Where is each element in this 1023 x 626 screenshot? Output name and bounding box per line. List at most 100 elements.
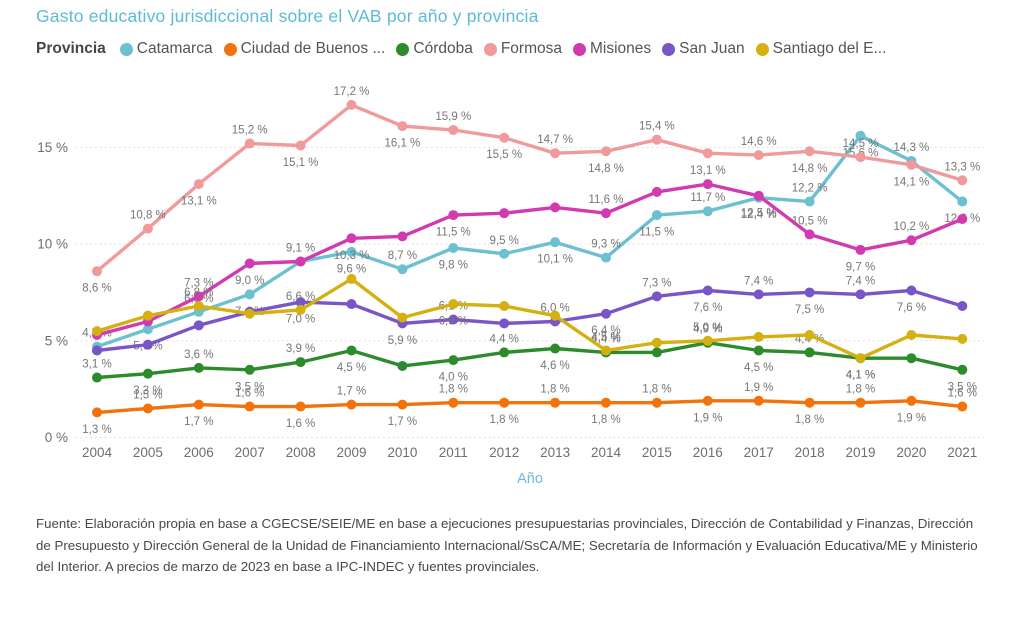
series-ciudad-de-buenos[interactable]: 1,3 % 1,5 % 1,7 % 1,6 % 1,6 % 1,7 % 1,7 % 1,8 %… — [82, 382, 977, 436]
data-point[interactable] — [651, 397, 662, 408]
data-point[interactable] — [346, 299, 357, 310]
data-point[interactable] — [499, 397, 510, 408]
series-line[interactable] — [95, 134, 964, 349]
data-point[interactable] — [142, 403, 153, 414]
series-line[interactable] — [95, 399, 964, 415]
series-line[interactable] — [95, 341, 964, 380]
data-point[interactable] — [397, 312, 408, 323]
data-point[interactable] — [448, 210, 459, 221]
data-point[interactable] — [855, 244, 866, 255]
data-point[interactable] — [906, 235, 917, 246]
data-point[interactable] — [601, 208, 611, 219]
data-point[interactable] — [193, 291, 204, 302]
data-point[interactable] — [550, 343, 561, 354]
data-point[interactable] — [295, 256, 306, 267]
legend-item-ciudad-de-buenos[interactable]: Ciudad de Buenos ... — [223, 40, 385, 58]
series-line[interactable] — [95, 182, 964, 337]
data-point[interactable] — [906, 159, 917, 170]
data-point[interactable] — [397, 360, 408, 371]
data-point[interactable] — [499, 318, 510, 329]
data-point[interactable] — [193, 399, 204, 410]
series-catamarca[interactable]: 4,7 %5,6 %6,5 %7,4 %9,1 %9,6 %8,7 %9,8 %… — [82, 130, 980, 353]
data-point[interactable] — [397, 399, 408, 410]
data-point[interactable] — [92, 345, 102, 356]
data-point[interactable] — [957, 213, 968, 224]
legend-item-misiones[interactable]: Misiones — [573, 40, 651, 58]
data-point[interactable] — [550, 148, 561, 159]
data-point[interactable] — [448, 397, 459, 408]
data-point[interactable] — [142, 368, 153, 379]
data-point[interactable] — [550, 237, 561, 248]
data-point[interactable] — [753, 190, 764, 201]
series-line[interactable] — [95, 103, 964, 273]
data-point[interactable] — [142, 310, 153, 321]
series-santiago-del-e[interactable]: 6,8 % 6,6 % 6,9 % 4,5 % 5,0 % 4,1 % — [92, 273, 968, 382]
data-point[interactable] — [753, 345, 764, 356]
data-point[interactable] — [142, 324, 153, 335]
data-point[interactable] — [804, 196, 815, 207]
data-point[interactable] — [499, 347, 510, 358]
data-point[interactable] — [346, 99, 357, 110]
data-point[interactable] — [906, 353, 917, 364]
data-point[interactable] — [499, 248, 510, 259]
data-point[interactable] — [499, 300, 510, 311]
data-point[interactable] — [855, 353, 866, 364]
data-point[interactable] — [804, 229, 815, 240]
data-point[interactable] — [906, 329, 917, 340]
data-point[interactable] — [753, 289, 764, 300]
data-point[interactable] — [92, 266, 102, 277]
data-point[interactable] — [753, 395, 764, 406]
data-point[interactable] — [804, 329, 815, 340]
data-point[interactable] — [142, 223, 153, 234]
data-point[interactable] — [346, 246, 357, 257]
data-point[interactable] — [448, 124, 459, 135]
data-point[interactable] — [906, 395, 917, 406]
data-point[interactable] — [702, 148, 713, 159]
data-point[interactable] — [142, 339, 153, 350]
data-point[interactable] — [804, 347, 815, 358]
data-point[interactable] — [346, 399, 357, 410]
data-point[interactable] — [244, 308, 255, 319]
data-point[interactable] — [601, 308, 611, 319]
series-line[interactable] — [95, 288, 964, 353]
data-point[interactable] — [957, 300, 968, 311]
data-point[interactable] — [601, 345, 611, 356]
data-point[interactable] — [957, 401, 968, 412]
data-point[interactable] — [957, 364, 968, 375]
data-point[interactable] — [295, 401, 306, 412]
data-point[interactable] — [244, 289, 255, 300]
data-point[interactable] — [295, 297, 306, 308]
data-point[interactable] — [499, 208, 510, 219]
data-point[interactable] — [855, 130, 866, 141]
data-point[interactable] — [651, 134, 662, 145]
data-point[interactable] — [92, 407, 102, 418]
legend-item-san-juan[interactable]: San Juan — [662, 40, 745, 58]
data-point[interactable] — [244, 258, 255, 269]
data-point[interactable] — [448, 355, 459, 366]
series-san-juan[interactable]: 7,0 %5,9 %6,1 % 6,0 %6,4 %7,3 %7,6 %7,4 %… — [92, 275, 968, 356]
data-point[interactable] — [346, 345, 357, 356]
data-point[interactable] — [244, 364, 255, 375]
data-point[interactable] — [193, 320, 204, 331]
data-point[interactable] — [855, 289, 866, 300]
data-point[interactable] — [702, 335, 713, 346]
data-point[interactable] — [651, 337, 662, 348]
data-point[interactable] — [448, 299, 459, 310]
data-point[interactable] — [397, 264, 408, 275]
data-point[interactable] — [601, 146, 611, 157]
data-point[interactable] — [448, 242, 459, 253]
data-point[interactable] — [193, 179, 204, 190]
data-point[interactable] — [651, 347, 662, 358]
data-point[interactable] — [651, 186, 662, 197]
data-point[interactable] — [957, 196, 968, 207]
data-point[interactable] — [550, 397, 561, 408]
data-point[interactable] — [702, 395, 713, 406]
data-point[interactable] — [702, 206, 713, 217]
data-point[interactable] — [193, 362, 204, 373]
data-point[interactable] — [397, 231, 408, 242]
data-point[interactable] — [957, 333, 968, 344]
data-point[interactable] — [804, 287, 815, 298]
data-point[interactable] — [601, 252, 611, 263]
data-point[interactable] — [651, 291, 662, 302]
series-misiones[interactable]: 7,3 % 9,0 % 10,3 % 11,5 % 11,6 % 13,1 % 12,5 %… — [92, 165, 968, 340]
